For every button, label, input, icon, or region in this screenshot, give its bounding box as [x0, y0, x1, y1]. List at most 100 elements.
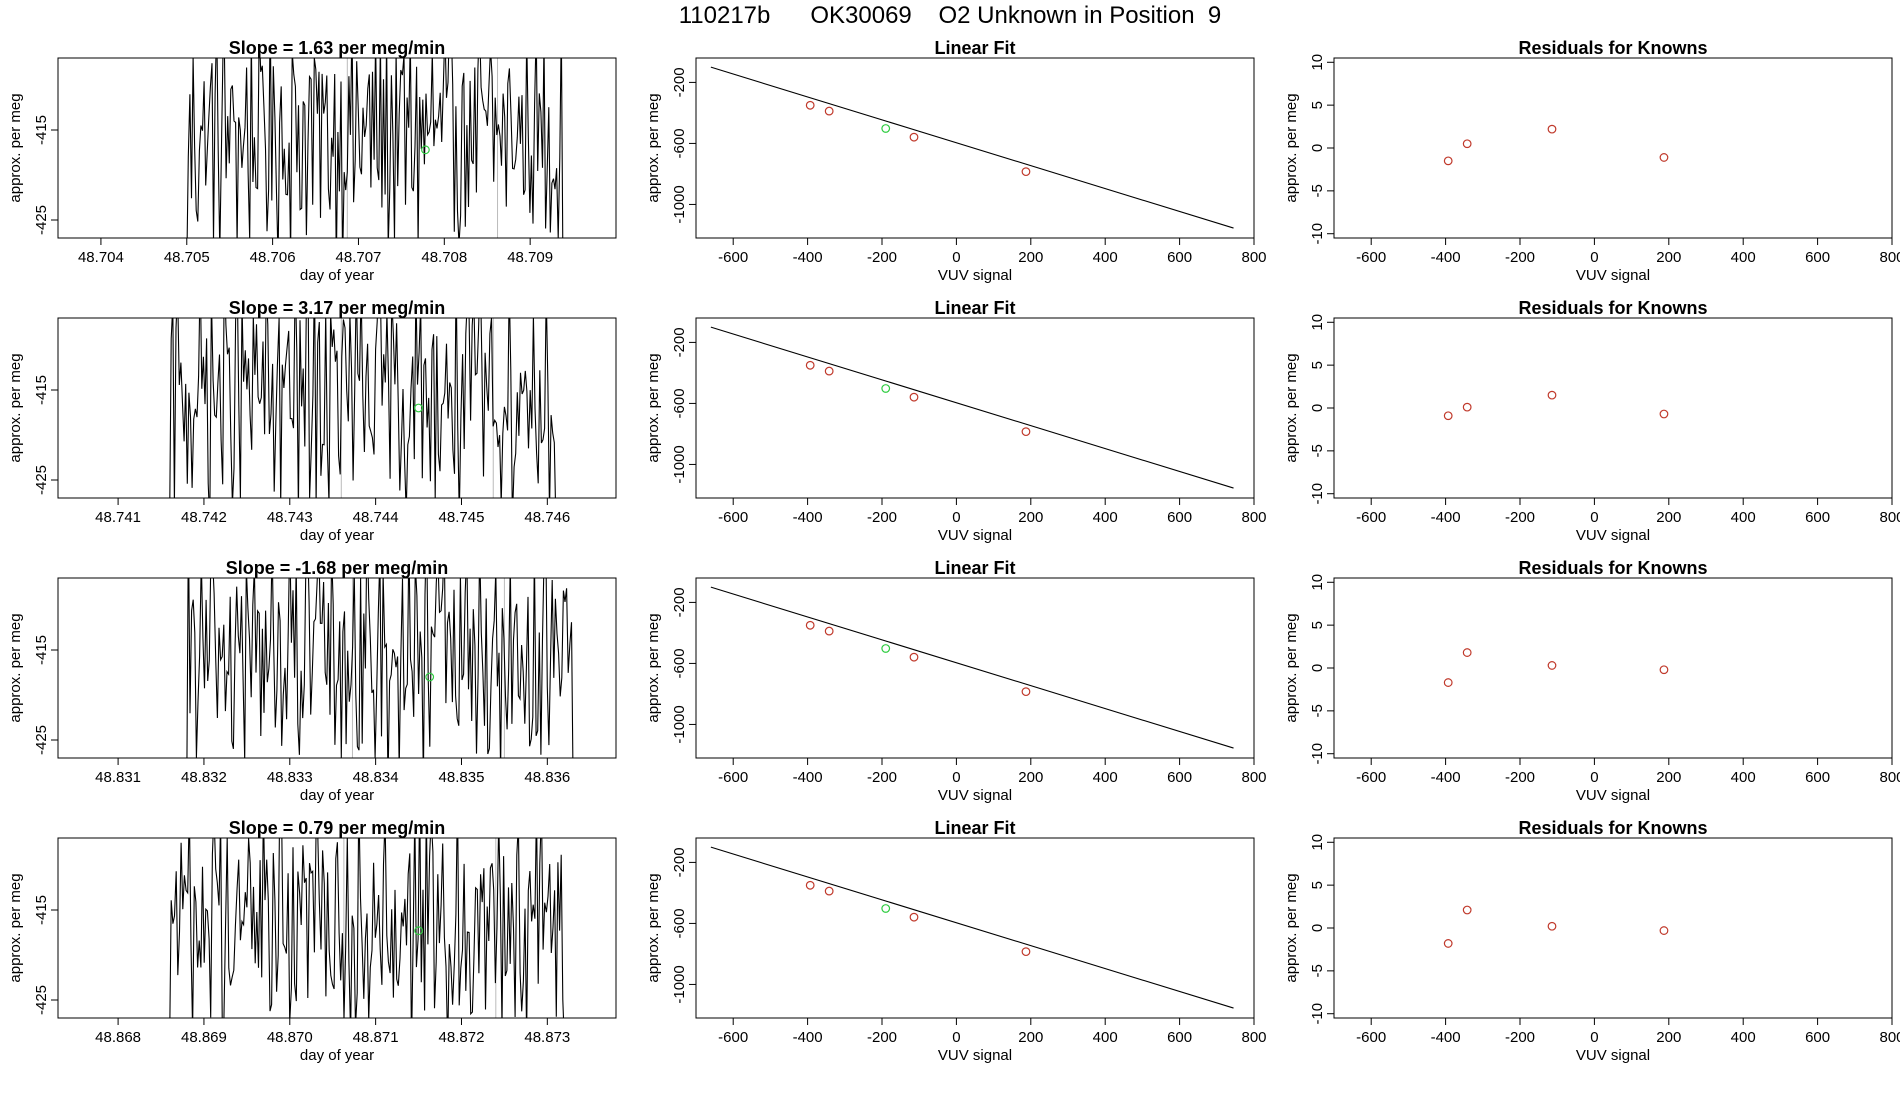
x-axis-title: VUV signal: [938, 787, 1012, 804]
y-tick-label: -200: [671, 847, 688, 877]
chart-panel-1: Slope = 1.63 per meg/min 48.704 48.705 48.7…: [7, 38, 617, 284]
known-point: [1443, 156, 1453, 166]
known-point: [805, 100, 815, 110]
known-point: [1462, 402, 1472, 412]
x-tick-label: 400: [1093, 509, 1118, 526]
y-tick-label: -425: [33, 725, 50, 755]
x-tick-label: 800: [1241, 769, 1266, 786]
known-point: [1021, 687, 1031, 697]
x-tick-label: 0: [952, 1029, 960, 1046]
plot-frame: [1333, 577, 1893, 759]
plot-frame: [695, 837, 1255, 1019]
x-tick-label: -600: [718, 1029, 748, 1046]
x-tick-label: -200: [867, 769, 897, 786]
y-tick-label: -425: [33, 985, 50, 1015]
plot-area: [169, 838, 565, 1018]
x-axis-title: day of year: [300, 527, 374, 544]
x-tick-label: 600: [1167, 509, 1192, 526]
x-tick-label: 200: [1656, 769, 1681, 786]
y-axis-title: approx. per meg: [645, 873, 662, 982]
x-tick-label: -200: [867, 249, 897, 266]
x-tick-label: 200: [1018, 1029, 1043, 1046]
panel-title: Residuals for Knowns: [1518, 818, 1707, 838]
x-tick-label: 48.705: [164, 249, 210, 266]
y-tick-label: 0: [1309, 404, 1326, 412]
chart-panel-5: Linear Fit -600 -400 -200 0 200 400 600 800 -200 -…: [645, 298, 1267, 544]
x-tick-label: 0: [1590, 509, 1598, 526]
x-tick-label: 800: [1879, 249, 1900, 266]
x-tick-label: -600: [718, 249, 748, 266]
x-axis-title: VUV signal: [1576, 267, 1650, 284]
y-axis-title: approx. per meg: [7, 93, 24, 202]
x-tick-label: -600: [1356, 1029, 1386, 1046]
chart-panel-6: Residuals for Knowns -600 -400 -200 0 200 400 6…: [1283, 298, 1900, 544]
y-tick-label: -600: [671, 648, 688, 678]
known-point: [1021, 167, 1031, 177]
x-tick-label: 600: [1805, 769, 1830, 786]
x-tick-label: 48.742: [181, 509, 227, 526]
x-tick-label: -200: [1505, 1029, 1535, 1046]
plot-area: [186, 578, 574, 758]
x-tick-label: 48.706: [250, 249, 296, 266]
y-tick-label: 5: [1309, 621, 1326, 629]
known-point: [1443, 678, 1453, 687]
x-axis-title: day of year: [300, 787, 374, 804]
y-axis-title: approx. per meg: [7, 873, 24, 982]
x-tick-label: 48.871: [353, 1029, 399, 1046]
plot-area: [1443, 390, 1669, 421]
panel-title: Residuals for Knowns: [1518, 558, 1707, 578]
x-tick-label: -400: [1431, 249, 1461, 266]
x-tick-label: 600: [1167, 1029, 1192, 1046]
x-tick-label: -200: [1505, 509, 1535, 526]
plot-frame: [1333, 317, 1893, 499]
x-axis-title: VUV signal: [1576, 527, 1650, 544]
y-tick-label: 5: [1309, 101, 1326, 109]
plot-frame: [57, 577, 617, 759]
x-tick-label: 600: [1805, 249, 1830, 266]
y-tick-label: -600: [671, 128, 688, 158]
y-tick-label: -415: [33, 895, 50, 925]
x-tick-label: 48.708: [421, 249, 467, 266]
plot-area: [710, 586, 1234, 749]
x-axis-title: VUV signal: [1576, 787, 1650, 804]
known-point: [824, 886, 834, 896]
y-tick-label: -200: [671, 327, 688, 357]
data-trace: [186, 578, 574, 758]
y-tick-label: 10: [1309, 54, 1326, 71]
y-tick-label: -415: [33, 375, 50, 405]
x-tick-label: 48.831: [95, 769, 141, 786]
y-axis-title: approx. per meg: [1283, 873, 1300, 982]
x-tick-label: -600: [1356, 249, 1386, 266]
y-tick-label: -600: [671, 388, 688, 418]
plot-area: [186, 58, 564, 238]
known-point: [909, 912, 919, 922]
x-tick-label: 600: [1805, 1029, 1830, 1046]
y-tick-label: -1000: [671, 705, 688, 743]
unknown-point: [881, 644, 891, 653]
plot-frame: [57, 317, 617, 499]
x-tick-label: -400: [1431, 769, 1461, 786]
fit-line: [710, 326, 1234, 489]
unknown-point: [414, 926, 423, 936]
plot-frame: [57, 57, 617, 239]
y-tick-label: -415: [33, 635, 50, 665]
chart-panel-8: Linear Fit -600 -400 -200 0 200 400 600 800 -200 -…: [645, 558, 1267, 804]
y-tick-label: -415: [33, 115, 50, 145]
x-tick-label: 0: [1590, 769, 1598, 786]
plot-frame: [1333, 57, 1893, 239]
x-tick-label: 48.741: [95, 509, 141, 526]
unknown-point: [881, 904, 891, 913]
known-point: [1547, 921, 1557, 931]
x-tick-label: 400: [1093, 769, 1118, 786]
x-tick-label: -200: [1505, 249, 1535, 266]
known-point: [909, 132, 919, 142]
panel-title: Slope = -1.68 per meg/min: [226, 558, 449, 578]
known-point: [1462, 139, 1472, 149]
panel-title: Linear Fit: [934, 558, 1015, 578]
panel-title: Linear Fit: [934, 298, 1015, 318]
x-tick-label: 48.743: [267, 509, 313, 526]
known-point: [824, 366, 834, 376]
x-axis-title: day of year: [300, 1047, 374, 1064]
page-title: 110217b OK30069 O2 Unknown in Position 9: [678, 2, 1222, 29]
